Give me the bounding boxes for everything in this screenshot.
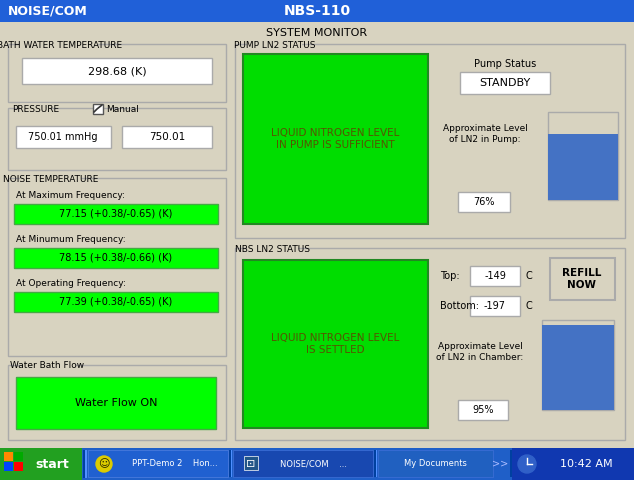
Bar [14,204,218,224]
Text: REFILL
NOW: REFILL NOW [562,268,602,290]
Text: start: start [35,457,69,470]
Bar [0,448,82,480]
Bar [20,103,51,114]
Text: 95%: 95% [472,405,494,415]
Bar [93,104,103,114]
Bar [376,450,377,477]
Bar [243,260,428,428]
Bar [470,296,520,316]
Text: LIQUID NITROGEN LEVEL
IS SETTLED: LIQUID NITROGEN LEVEL IS SETTLED [271,333,399,355]
Bar [378,450,493,477]
Text: NOISE TEMPERATURE: NOISE TEMPERATURE [3,175,98,183]
Bar [20,39,98,50]
Text: NOISE/COM: NOISE/COM [8,4,87,17]
Text: 77.15 (+0.38/-0.65) (K): 77.15 (+0.38/-0.65) (K) [60,209,172,219]
Text: At Minumum Frequency:: At Minumum Frequency: [16,236,126,244]
Text: >>: >> [492,459,508,469]
Text: PUMP LN2 STATUS: PUMP LN2 STATUS [233,40,315,49]
Bar [14,462,23,471]
Bar [88,450,228,477]
Text: Approximate Level
of LN2 in Pump:: Approximate Level of LN2 in Pump: [443,124,527,144]
Text: LIQUID NITROGEN LEVEL
IN PUMP IS SUFFICIENT: LIQUID NITROGEN LEVEL IN PUMP IS SUFFICI… [271,128,399,150]
Bar [458,192,510,212]
Bar [0,0,634,22]
Bar [235,44,625,238]
Text: BATH WATER TEMPERATURE: BATH WATER TEMPERATURE [0,40,122,49]
Bar [233,450,373,477]
Bar [85,450,87,478]
Bar [0,448,634,480]
Bar [247,243,299,254]
Bar [14,452,23,461]
Text: At Maximum Frequency:: At Maximum Frequency: [16,192,125,201]
Bar [8,108,226,170]
Text: PRESSURE: PRESSURE [12,105,59,113]
Circle shape [96,456,112,472]
Text: ⊡: ⊡ [247,459,256,469]
Text: 77.39 (+0.38/-0.65) (K): 77.39 (+0.38/-0.65) (K) [60,297,172,307]
Bar [231,450,232,477]
Text: 750.01 mmHg: 750.01 mmHg [29,132,98,142]
Text: C: C [525,271,532,281]
Bar [229,450,231,477]
Text: 298.68 (K): 298.68 (K) [87,66,146,76]
Text: NBS-110: NBS-110 [283,4,351,18]
Text: Approximate Level
of LN2 in Chamber:: Approximate Level of LN2 in Chamber: [436,342,524,362]
Text: At Operating Frequency:: At Operating Frequency: [16,279,126,288]
Text: NOISE/COM    ...: NOISE/COM ... [280,459,347,468]
Text: Water Bath Flow: Water Bath Flow [10,361,84,371]
Text: Bottom:: Bottom: [440,301,479,311]
Bar [510,450,512,477]
Bar [8,365,226,440]
Text: 76%: 76% [473,197,495,207]
Bar [83,450,85,478]
Bar [14,248,218,268]
Text: SYSTEM MONITOR: SYSTEM MONITOR [266,28,368,38]
Bar [247,39,302,50]
Bar [460,72,550,94]
Text: Water Flow ON: Water Flow ON [75,398,157,408]
Text: Manual: Manual [107,105,139,113]
Text: 78.15 (+0.38/-0.66) (K): 78.15 (+0.38/-0.66) (K) [60,253,172,263]
Bar [22,58,212,84]
Bar [4,462,13,471]
Text: PPT-Demo 2    Hon...: PPT-Demo 2 Hon... [132,459,218,468]
Bar [20,360,75,371]
Bar [548,134,618,200]
Text: -149: -149 [484,271,506,281]
Bar [244,456,258,470]
Text: ☺: ☺ [98,459,110,469]
Text: 10:42 AM: 10:42 AM [560,459,612,469]
Text: My Documents: My Documents [404,459,467,468]
Text: 750.01: 750.01 [149,132,185,142]
Bar [4,452,13,461]
Bar [550,258,615,300]
Bar [8,178,226,356]
Bar [243,54,428,224]
Circle shape [518,455,536,473]
Bar [542,325,614,410]
Text: C: C [525,301,532,311]
Bar [458,400,508,420]
Bar [16,377,216,429]
Bar [374,450,376,477]
Bar [20,173,81,184]
Bar [470,266,520,286]
Text: Top:: Top: [440,271,460,281]
Text: Pump Status: Pump Status [474,59,536,69]
Bar [14,292,218,312]
Bar [122,126,212,148]
Text: -197: -197 [484,301,506,311]
Bar [235,248,625,440]
Text: NBS LN2 STATUS: NBS LN2 STATUS [235,244,310,253]
Bar [542,320,614,410]
Bar [548,112,618,200]
Bar [512,448,634,480]
Bar [8,44,226,102]
Text: STANDBY: STANDBY [479,78,531,88]
Bar [16,126,111,148]
